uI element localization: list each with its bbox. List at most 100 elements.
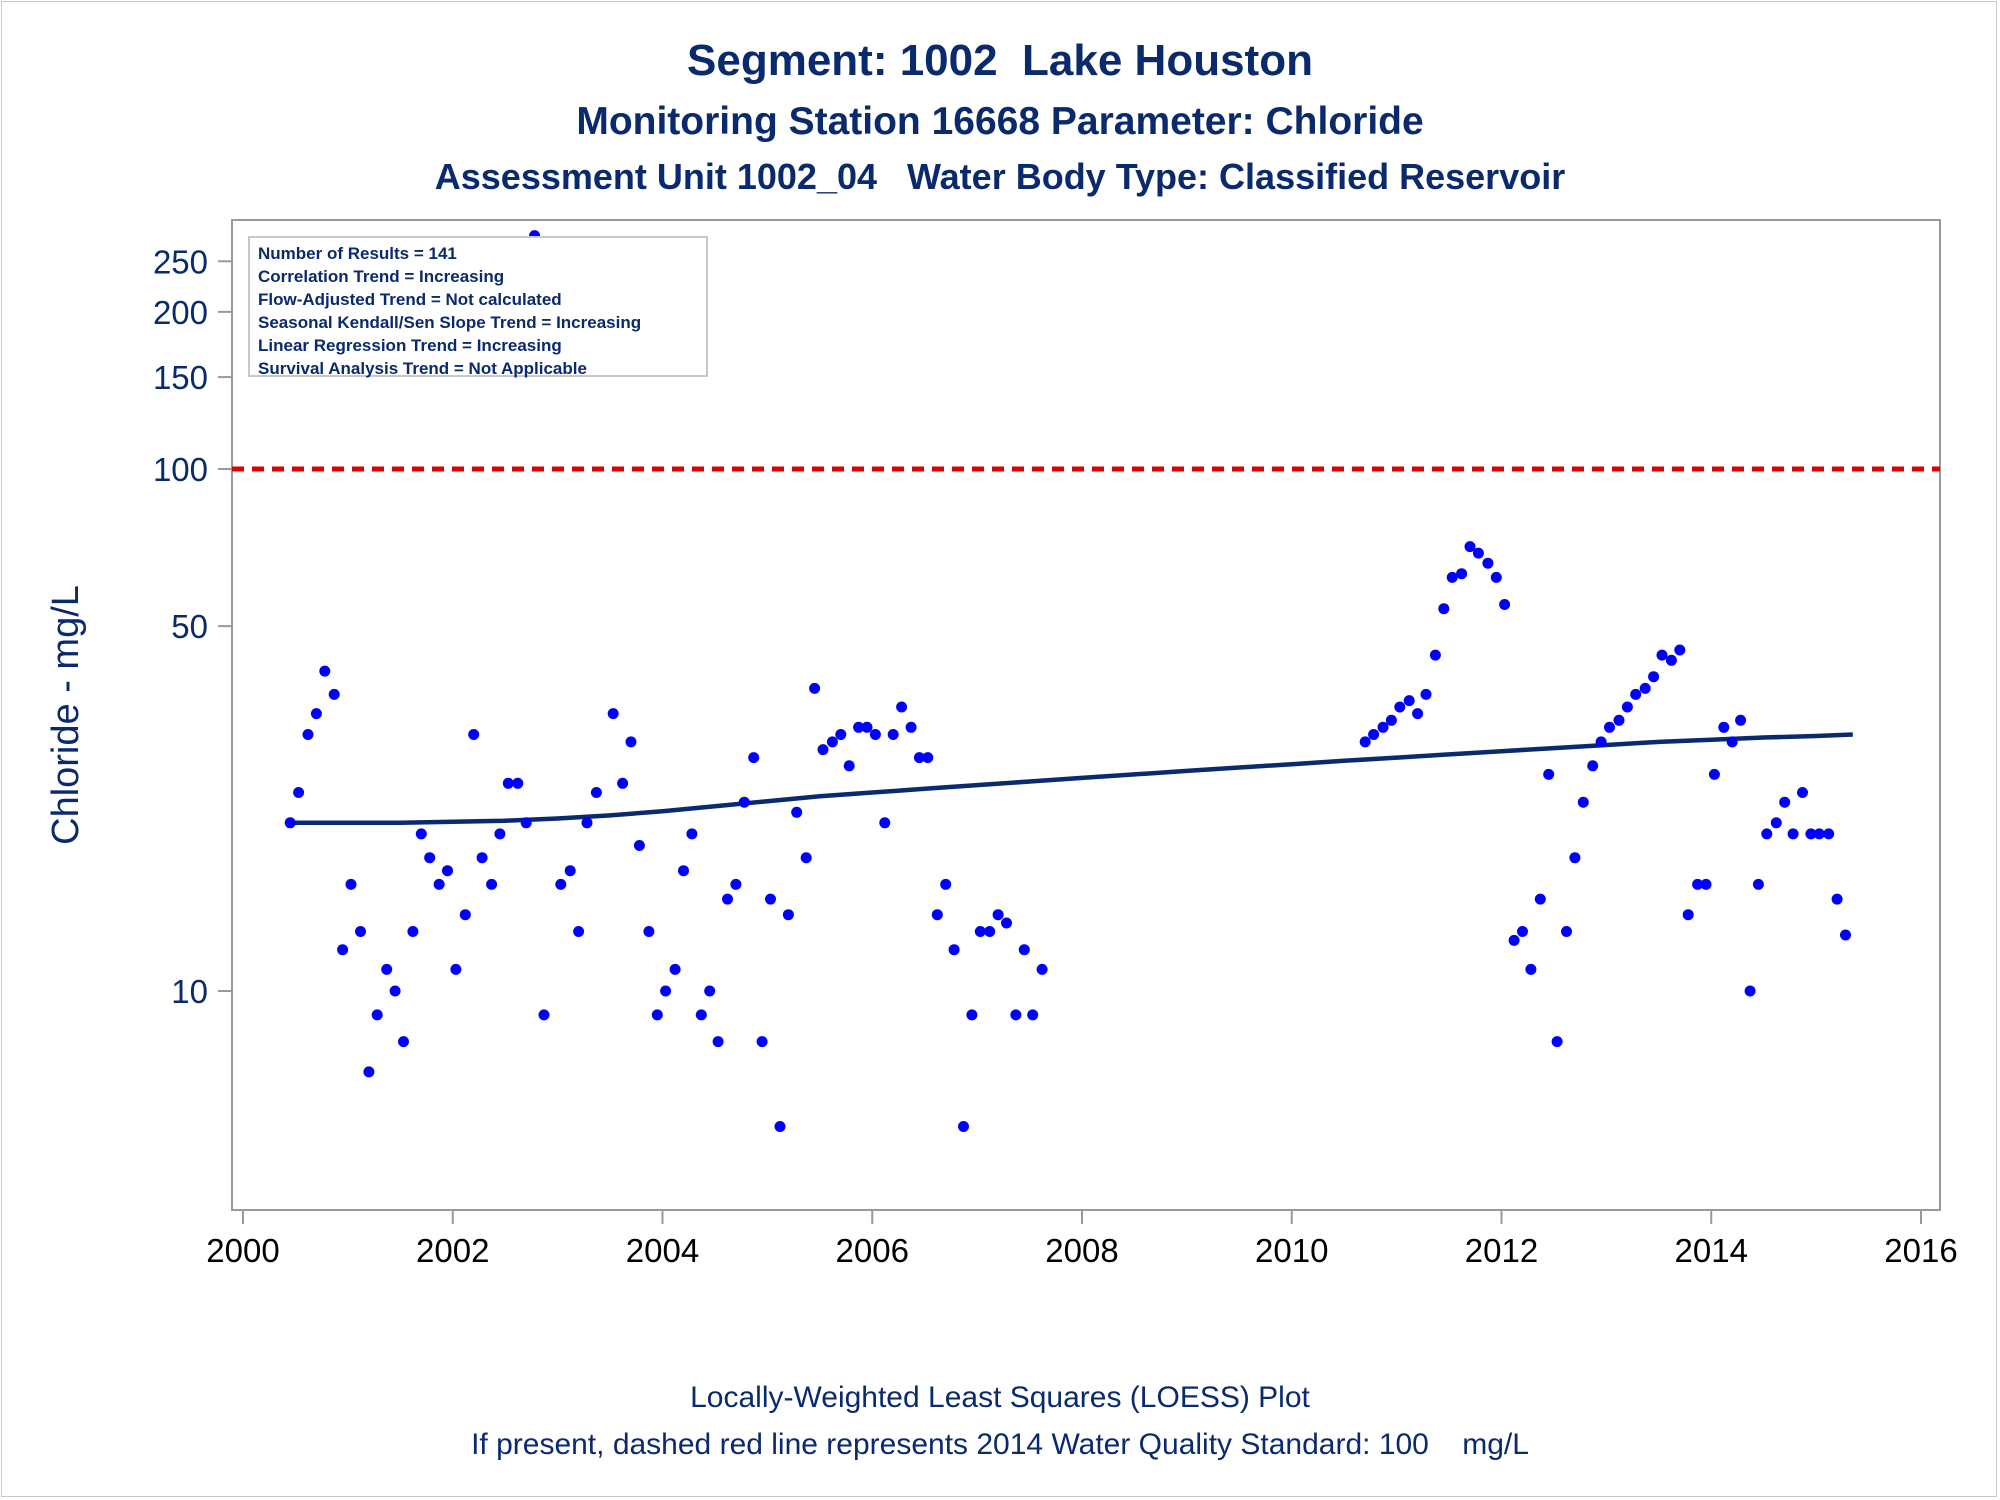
data-point <box>905 721 917 733</box>
data-point <box>328 688 340 700</box>
data-point <box>1692 878 1704 890</box>
data-point <box>669 963 681 975</box>
stats-line: Linear Regression Trend = Increasing <box>258 336 562 355</box>
data-point <box>1813 828 1825 840</box>
data-point <box>1665 654 1677 666</box>
data-point <box>1718 721 1730 733</box>
data-point <box>1577 796 1589 808</box>
data-point <box>476 852 488 864</box>
data-point <box>1517 926 1528 937</box>
data-point <box>555 878 567 890</box>
x-tick-label: 2010 <box>1255 1232 1328 1269</box>
data-point <box>389 985 401 997</box>
data-point <box>1797 787 1808 798</box>
data-point <box>1639 682 1651 694</box>
data-point <box>1027 1009 1039 1021</box>
data-point <box>494 828 506 840</box>
data-point <box>940 878 952 890</box>
data-point <box>1752 878 1764 890</box>
data-point <box>1823 828 1835 840</box>
data-point <box>738 796 750 808</box>
data-point <box>748 752 760 764</box>
data-point <box>581 817 593 829</box>
data-point <box>651 1009 663 1021</box>
data-point <box>433 878 445 890</box>
data-point <box>1587 760 1599 772</box>
data-point <box>800 852 812 864</box>
data-point <box>1001 917 1012 929</box>
data-point <box>835 729 847 740</box>
data-point <box>1735 714 1747 726</box>
x-tick-label: 2008 <box>1045 1232 1118 1269</box>
data-point <box>1744 985 1756 997</box>
data-point <box>1394 701 1406 713</box>
stats-line: Survival Analysis Trend = Not Applicable <box>258 359 587 378</box>
data-point <box>1403 695 1415 707</box>
y-axis-label: Chloride - mg/L <box>45 585 87 845</box>
data-point <box>337 944 349 956</box>
data-point <box>1708 768 1720 780</box>
data-point <box>512 777 524 789</box>
data-point <box>1551 1036 1563 1048</box>
data-point <box>660 985 672 997</box>
data-point <box>958 1121 969 1132</box>
data-point <box>853 721 865 733</box>
x-tick-label: 2000 <box>206 1232 279 1269</box>
data-point <box>931 909 943 921</box>
data-point <box>1368 729 1380 740</box>
data-point <box>355 926 366 937</box>
data-point <box>1525 963 1537 975</box>
data-point <box>607 708 619 720</box>
data-point <box>1621 701 1633 713</box>
data-point <box>381 963 393 975</box>
data-point <box>913 752 925 764</box>
data-point <box>1543 768 1555 780</box>
y-tick-label: 50 <box>171 608 208 645</box>
x-tick-label: 2002 <box>416 1232 489 1269</box>
data-point <box>1385 714 1397 726</box>
data-point <box>948 944 960 956</box>
plot-area <box>231 219 1941 1211</box>
data-point <box>896 701 908 713</box>
data-point <box>625 736 637 748</box>
data-point <box>1456 568 1468 580</box>
data-point <box>1036 963 1048 975</box>
data-point <box>538 1009 550 1021</box>
data-point <box>1648 671 1660 683</box>
data-point <box>1805 828 1817 840</box>
data-point <box>756 1036 768 1048</box>
data-point <box>1595 736 1607 748</box>
data-point <box>730 878 742 890</box>
y-tick-label: 10 <box>171 973 208 1010</box>
data-point <box>371 1009 383 1021</box>
data-point <box>1499 599 1511 610</box>
data-point <box>450 963 462 975</box>
data-point <box>765 893 776 905</box>
data-point <box>1438 603 1450 615</box>
data-point <box>1569 852 1581 864</box>
footer-line-1: Locally-Weighted Least Squares (LOESS) P… <box>690 1381 1310 1414</box>
data-point <box>486 878 498 890</box>
data-point <box>1840 929 1851 941</box>
data-point <box>809 682 821 694</box>
data-point <box>424 852 436 864</box>
data-point <box>573 926 585 937</box>
data-point <box>992 909 1004 921</box>
data-point <box>1787 828 1799 840</box>
data-point <box>319 665 331 677</box>
data-point <box>1412 708 1424 720</box>
data-point <box>1010 1009 1022 1021</box>
data-point <box>1508 934 1520 946</box>
data-point <box>1674 644 1686 656</box>
data-point <box>887 729 899 740</box>
data-point <box>843 760 855 772</box>
data-point <box>293 787 305 798</box>
data-point <box>879 817 891 829</box>
data-point <box>284 817 296 829</box>
data-point <box>861 721 873 733</box>
stats-line: Correlation Trend = Increasing <box>258 267 505 286</box>
data-point <box>564 865 576 877</box>
data-point <box>712 1036 724 1048</box>
data-point <box>817 744 829 756</box>
